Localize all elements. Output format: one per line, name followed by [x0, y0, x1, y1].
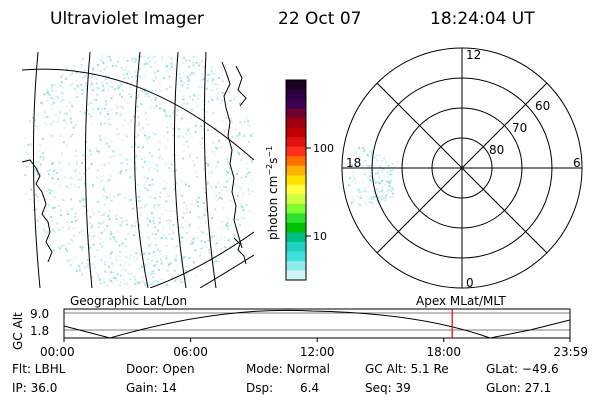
color-scale-segment: [286, 99, 306, 110]
ip-status: IP: 36.0: [12, 381, 58, 395]
color-scale-tick-label: 10: [313, 230, 327, 243]
color-scale-tick-label: 100: [313, 142, 334, 155]
color-scale-segment: [286, 175, 306, 186]
color-scale-segment: [286, 184, 306, 195]
color-scale-frame: [285, 79, 307, 281]
door-status: Door: Open: [126, 362, 195, 376]
time-tick-label: 18:00: [426, 345, 461, 358]
gain-status: Gain: 14: [126, 381, 177, 395]
time-tick-label: 00:00: [40, 345, 75, 358]
time-tick-label: 12:00: [300, 345, 335, 358]
uvi-display: Ultraviolet Imager 22 Oct 07 18:24:04 UT: [11, 9, 588, 358]
color-scale-segment: [286, 251, 306, 262]
longitude-line: [203, 52, 217, 288]
color-scale-unit: photon cm−2s−1: [265, 146, 280, 240]
lat-label-80: 80: [489, 143, 504, 157]
status-panel: Flt: LBHL Door: Open Mode: Normal GC Alt…: [0, 358, 600, 400]
lat-label-70: 70: [512, 121, 527, 135]
glon-status: GLon: 27.1: [486, 381, 552, 395]
timeline-ymax-label: 9.0: [30, 307, 49, 321]
observation-time: 18:24:04 UT: [430, 9, 535, 29]
mlt-spoke: [376, 82, 548, 254]
dsp-value: 6.4: [300, 381, 320, 395]
coastline: [233, 237, 247, 265]
color-scale-segment: [286, 156, 306, 167]
timeline-frame: [63, 308, 571, 339]
timeline-right-title: Apex MLat/MLT: [416, 294, 506, 308]
filter-status: Flt: LBHL: [12, 362, 66, 376]
color-scale-segment: [286, 270, 306, 281]
glat-status: GLat: −49.6: [486, 362, 559, 376]
latitude-line: [149, 231, 254, 288]
latitude-line: [22, 68, 254, 161]
timeline-left-title: Geographic Lat/Lon: [70, 294, 187, 308]
mlt-label-noon: 12: [466, 48, 481, 62]
color-scale-segment: [286, 232, 306, 243]
time-tick-label: 23:59: [553, 345, 588, 358]
color-scale-segment: [286, 118, 306, 129]
color-scale-segment: [286, 241, 306, 252]
color-scale-segment: [286, 194, 306, 205]
mlt-label-dawn: 6: [573, 156, 581, 170]
polar-plot: 12 0 18 6 60 70 80: [341, 47, 583, 290]
color-scale-segment: [286, 146, 306, 157]
coastline: [235, 65, 247, 107]
polar-aurora-emission: [348, 146, 399, 208]
color-scale-segment: [286, 108, 306, 119]
gc-alt-status: GC Alt: 5.1 Re: [365, 362, 449, 376]
timeline-axis-label: GC Alt: [11, 312, 25, 350]
seq-status: Seq: 39: [365, 381, 411, 395]
aurora-emission: [24, 55, 254, 287]
color-scale-segment: [286, 127, 306, 138]
orbit-timeline: Geographic Lat/Lon Apex MLat/MLT GC Alt …: [11, 294, 588, 358]
color-scale-segment: [286, 89, 306, 100]
color-scale-segment: [286, 203, 306, 214]
mlt-label-dusk: 18: [346, 156, 361, 170]
color-scale-segment: [286, 165, 306, 176]
color-scale-segment: [286, 213, 306, 224]
color-scale: 100 10 photon cm−2s−1: [265, 79, 334, 281]
coastline: [221, 61, 243, 249]
instrument-title: Ultraviolet Imager: [50, 9, 204, 29]
observation-date: 22 Oct 07: [278, 9, 361, 29]
longitude-line: [134, 52, 149, 288]
mlt-label-midnight: 0: [466, 276, 474, 290]
latitude-line: [199, 254, 254, 288]
dsp-label: Dsp:: [246, 381, 274, 395]
color-scale-segment: [286, 80, 306, 91]
color-scale-segment: [286, 222, 306, 233]
timeline-ymin-label: 1.8: [30, 324, 49, 338]
coastline: [22, 159, 53, 263]
color-scale-segment: [286, 137, 306, 148]
geographic-map: [22, 52, 254, 288]
longitude-line: [84, 52, 93, 288]
altitude-curve: [63, 309, 571, 339]
longitude-line: [173, 52, 187, 288]
lat-label-60: 60: [535, 99, 550, 113]
time-tick-label: 06:00: [173, 345, 208, 358]
color-scale-segment: [286, 260, 306, 271]
mode-status: Mode: Normal: [246, 362, 330, 376]
